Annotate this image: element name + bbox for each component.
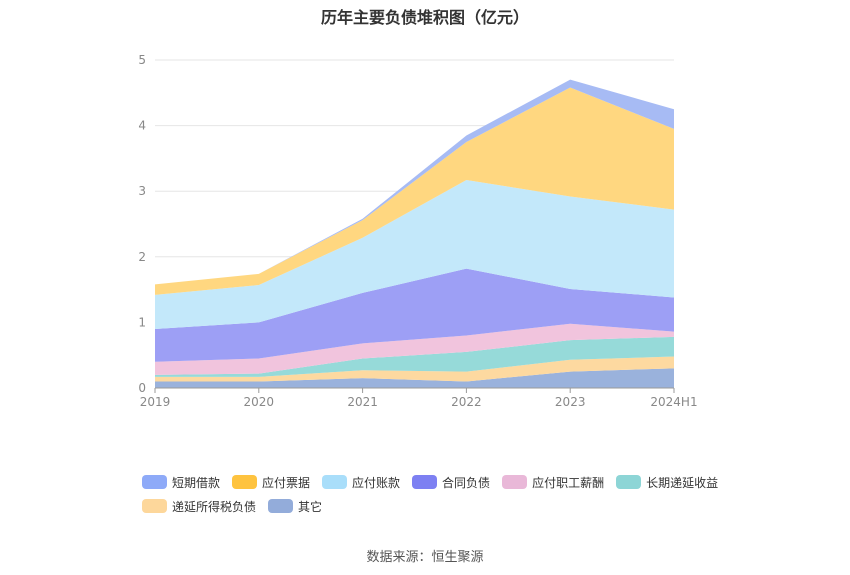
y-tick-label: 2 [138, 250, 146, 264]
area-6[interactable] [155, 87, 674, 295]
chart-title: 历年主要负债堆积图（亿元） [320, 8, 529, 27]
legend-item[interactable]: 应付票据 [232, 474, 310, 490]
y-tick-label: 3 [138, 184, 146, 198]
legend-swatch [232, 475, 258, 489]
legend-swatch [616, 475, 642, 489]
legend-label: 应付账款 [352, 475, 401, 490]
y-axis: 0 1 2 3 4 5 [138, 53, 146, 395]
area-2[interactable] [155, 336, 674, 377]
x-tick-label: 2019 [140, 395, 171, 409]
stacked-area-chart: 2019 2020 2021 2022 2023 2024H1 0 1 2 3 4 5 [138, 53, 698, 409]
legend-swatch [268, 499, 294, 513]
y-tick-label: 4 [138, 119, 146, 133]
area-series [155, 79, 674, 388]
area-7[interactable] [155, 79, 674, 285]
legend-label: 合同负债 [442, 475, 491, 490]
y-tick-label: 0 [138, 381, 146, 395]
legend-item[interactable]: 应付职工薪酬 [502, 474, 604, 490]
legend-item[interactable]: 短期借款 [142, 474, 220, 490]
legend-swatch [142, 475, 167, 489]
area-3[interactable] [155, 323, 674, 375]
legend-item[interactable]: 长期递延收益 [616, 474, 718, 490]
legend-swatch [142, 499, 167, 513]
area-5[interactable] [155, 180, 674, 329]
x-tick-label: 2021 [347, 395, 378, 409]
legend-label: 短期借款 [172, 475, 221, 490]
legend-item[interactable]: 合同负债 [412, 474, 490, 490]
legend-label: 其它 [298, 499, 323, 514]
x-tick-label: 2023 [555, 395, 586, 409]
data-source: 数据来源：恒生聚源 [366, 550, 484, 565]
x-tick-label: 2024H1 [650, 395, 697, 409]
x-tick-label: 2020 [244, 395, 275, 409]
y-tick-label: 5 [138, 53, 146, 67]
legend-item[interactable]: 其它 [268, 498, 322, 514]
legend-swatch [412, 475, 438, 489]
area-0[interactable] [155, 368, 674, 388]
legend-item[interactable]: 递延所得税负债 [142, 498, 256, 514]
y-tick-label: 1 [138, 315, 146, 329]
legend-label: 应付票据 [262, 475, 311, 490]
area-1[interactable] [155, 356, 674, 382]
legend: 短期借款 应付票据 应付账款 合同负债 应付职工薪酬 长期递延收益递延所得税负债 其它 [142, 474, 742, 514]
legend-swatch [322, 475, 348, 489]
legend-label: 长期递延收益 [646, 475, 719, 490]
x-axis: 2019 2020 2021 2022 2023 2024H1 [140, 387, 698, 409]
legend-item[interactable]: 应付账款 [322, 474, 400, 490]
x-tick-label: 2022 [451, 395, 482, 409]
legend-swatch [502, 475, 528, 489]
legend-label: 应付职工薪酬 [532, 475, 605, 490]
area-4[interactable] [155, 268, 674, 362]
legend-label: 递延所得税负债 [172, 499, 257, 514]
